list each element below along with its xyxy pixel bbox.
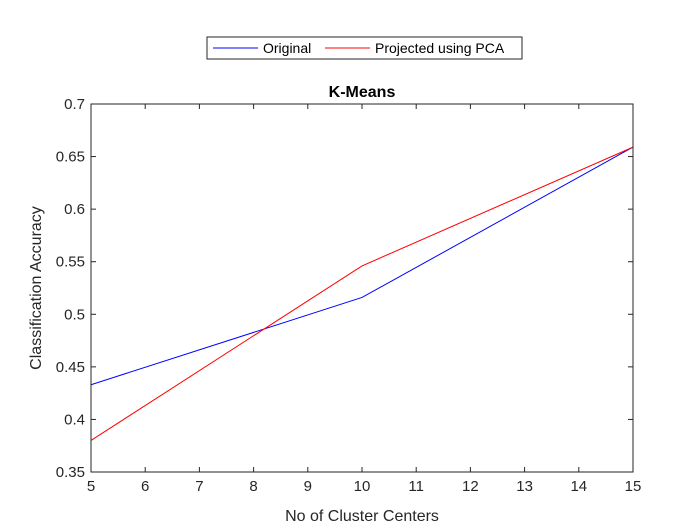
legend-label-original: Original [263,40,311,56]
x-tick-label: 9 [304,478,312,495]
legend-label-projected: Projected using PCA [375,40,505,56]
ticks-layer: 5 6 7 8 9 10 11 12 13 14 15 0.35 0.4 0.45 0.5 0.55 0.6 0.… [56,96,642,495]
y-tick-label: 0.45 [56,359,85,376]
chart-title: K-Means [329,84,396,101]
x-tick-label: 15 [625,478,642,495]
x-tick-label: 12 [462,478,479,495]
y-tick-label: 0.4 [64,411,85,428]
x-tick-label: 14 [570,478,587,495]
series-line-1 [90,146,634,441]
x-tick-label: 10 [354,478,371,495]
y-tick-label: 0.55 [56,254,85,271]
x-axis-label: No of Cluster Centers [285,508,439,525]
y-tick-label: 0.5 [64,306,85,323]
x-tick-label: 8 [249,478,257,495]
y-axis-label: Classification Accuracy [28,206,45,370]
x-tick-label: 7 [195,478,203,495]
x-tick-label: 11 [408,478,424,495]
y-tick-label: 0.7 [64,96,85,113]
series-layer [90,146,634,441]
plot-area-frame [90,103,634,473]
x-tick-label: 13 [516,478,533,495]
y-tick-label: 0.65 [56,149,85,166]
x-tick-label: 6 [141,478,149,495]
legend: Original Projected using PCA [206,36,523,60]
series-line-0 [90,146,634,386]
y-tick-label: 0.35 [56,464,85,481]
x-tick-label: 5 [87,478,95,495]
y-tick-label: 0.6 [64,201,85,218]
